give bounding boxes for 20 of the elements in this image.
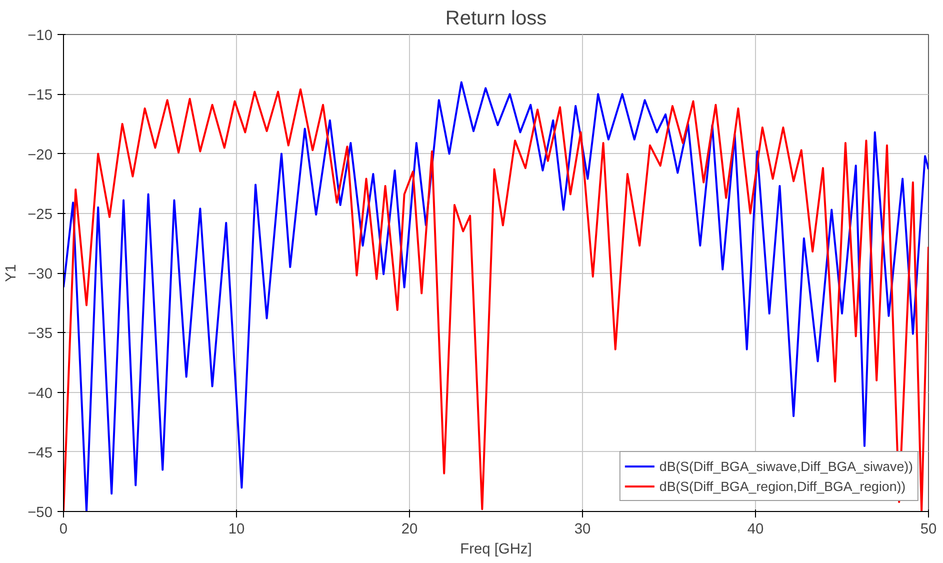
x-tick-label: 30 <box>574 522 591 538</box>
y-axis-title: Y1 <box>4 264 20 282</box>
y-tick-label: −40 <box>28 386 53 402</box>
x-tick-label: 50 <box>920 522 937 538</box>
y-tick-label: −30 <box>28 266 53 282</box>
y-tick-label: −45 <box>28 445 53 462</box>
legend-label: dB(S(Diff_BGA_siwave,Diff_BGA_siwave)) <box>659 458 913 474</box>
y-tick-label: −20 <box>28 147 53 164</box>
x-tick-label: 20 <box>401 522 418 538</box>
x-tick-label: 40 <box>747 522 764 538</box>
x-axis-title: Freq [GHz] <box>460 542 532 558</box>
y-tick-label: −50 <box>28 505 53 521</box>
legend-label: dB(S(Diff_BGA_region,Diff_BGA_region)) <box>659 478 906 494</box>
x-tick-label: 10 <box>228 522 245 538</box>
y-tick-label: −35 <box>28 326 53 342</box>
y-tick-label: −25 <box>28 206 53 223</box>
y-tick-label: −10 <box>28 28 53 44</box>
y-tick-label: −15 <box>28 88 53 104</box>
x-tick-label: 0 <box>59 522 68 538</box>
chart-title: Return loss <box>445 8 547 30</box>
